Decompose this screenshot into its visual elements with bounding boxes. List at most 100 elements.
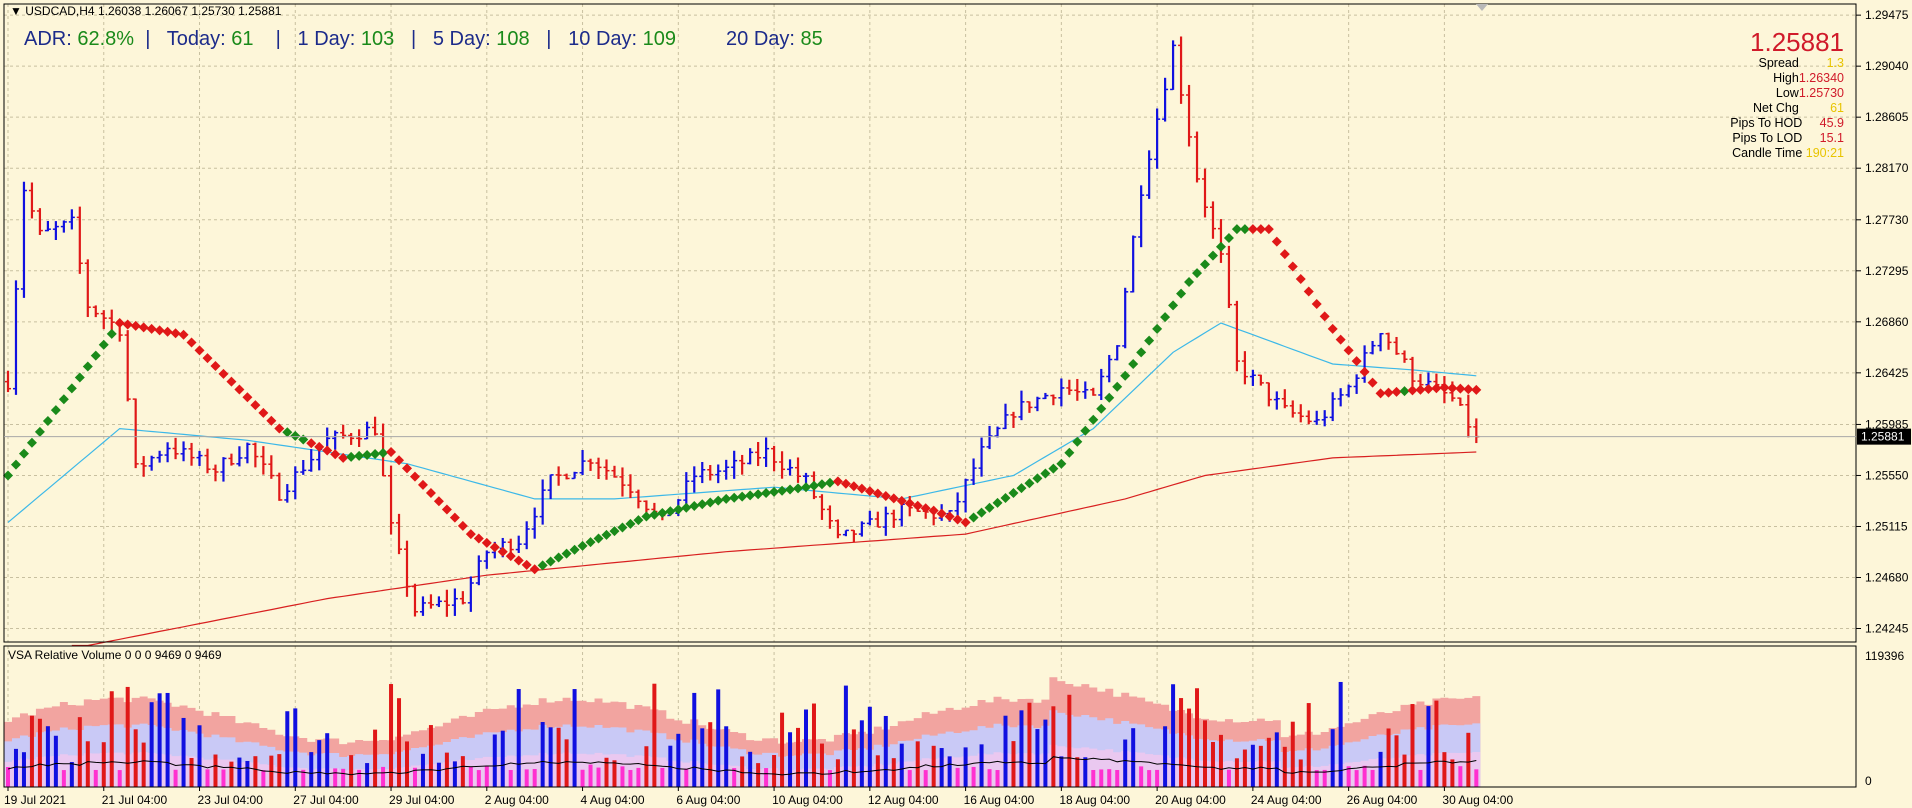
price-bar — [196, 450, 203, 466]
info-panel: 1.25881 Spread 1.3 High1.26340 Low1.2573… — [1730, 28, 1844, 161]
volume-bar — [891, 758, 896, 787]
price-bar — [515, 535, 522, 553]
price-bar — [962, 478, 969, 513]
volume-bar — [1091, 769, 1096, 787]
volume-bar — [1322, 769, 1327, 787]
trend-diamond — [1192, 268, 1203, 279]
volume-bar — [867, 706, 872, 787]
price-bar — [1385, 332, 1392, 350]
slow-moving-average — [71, 451, 1477, 647]
trend-diamond — [258, 407, 269, 418]
trend-diamond — [1359, 366, 1370, 377]
volume-bar — [53, 735, 58, 787]
trend-diamond — [202, 353, 213, 364]
trend-diamond — [1072, 436, 1083, 447]
volume-bar — [69, 762, 74, 787]
trend-diamond — [1343, 345, 1354, 356]
volume-bar — [987, 769, 992, 787]
volume-bar — [1362, 765, 1367, 787]
price-bar — [356, 429, 363, 447]
volume-bar — [1354, 770, 1359, 787]
price-bar — [236, 446, 243, 467]
price-bar — [1473, 418, 1480, 444]
volume-bar — [676, 733, 681, 787]
volume-panel-title: VSA Relative Volume 0 0 0 9469 0 9469 — [8, 648, 222, 662]
price-bar — [388, 465, 395, 535]
price-bar — [44, 220, 51, 232]
trend-diamond — [146, 323, 157, 334]
x-tick-label: 21 Jul 04:00 — [102, 793, 168, 807]
volume-bar — [851, 729, 856, 787]
trend-diamond — [314, 441, 325, 452]
volume-bar — [1115, 769, 1120, 787]
volume-bar — [508, 769, 513, 787]
lod-row: Pips To LOD 15.1 — [1732, 131, 1844, 145]
price-bar — [1305, 410, 1312, 425]
price-bar — [1321, 410, 1328, 427]
volume-bar — [596, 767, 601, 787]
volume-bar — [221, 769, 226, 787]
trend-diamond — [218, 368, 229, 379]
price-bar — [643, 500, 650, 513]
y-tick-label: 1.26860 — [1865, 315, 1909, 329]
price-bar — [1289, 400, 1296, 418]
volume-bar — [301, 769, 306, 787]
volume-bar — [1218, 734, 1223, 787]
trend-diamond — [593, 533, 604, 544]
volume-bar — [141, 742, 146, 787]
price-bar — [372, 416, 379, 436]
trend-diamond — [513, 555, 524, 566]
price-bar — [427, 594, 434, 609]
ohlc-values: 1.26038 1.26067 1.25730 1.25881 — [97, 4, 282, 18]
trend-diamond — [306, 438, 317, 449]
trend-diamond — [801, 482, 811, 493]
price-bar — [396, 513, 403, 555]
x-tick-label: 24 Aug 04:00 — [1251, 793, 1322, 807]
trend-diamond — [210, 361, 221, 372]
hod-row: Pips To HOD 45.9 — [1730, 116, 1844, 130]
volume-bar — [947, 756, 952, 787]
trend-diamond — [90, 350, 101, 361]
volume-bar — [1107, 769, 1112, 787]
trend-diamond — [864, 486, 875, 497]
volume-bar — [859, 720, 864, 787]
price-bar — [1281, 389, 1288, 409]
volume-bar — [604, 757, 609, 787]
volume-bar — [636, 767, 641, 787]
trend-diamond — [106, 328, 117, 339]
trend-diamond — [1184, 276, 1195, 287]
price-bar — [978, 437, 985, 477]
price-bar — [252, 442, 259, 468]
volume-bar — [261, 770, 266, 787]
y-tick-label: 1.25985 — [1865, 417, 1909, 431]
price-bar — [316, 448, 323, 471]
trend-diamond — [394, 455, 405, 466]
volume-histogram — [4, 677, 1481, 787]
price-bar — [140, 456, 147, 477]
y-tick-label: 1.27730 — [1865, 213, 1909, 227]
volume-bar — [6, 767, 10, 787]
trend-diamond — [641, 511, 652, 522]
today-label: Today: — [166, 28, 226, 50]
price-bar — [124, 330, 131, 402]
price-bar — [1050, 394, 1057, 406]
volume-bar — [819, 743, 824, 787]
price-bar — [771, 445, 778, 472]
trend-diamond — [617, 522, 628, 533]
price-bar — [1353, 374, 1360, 394]
price-bar — [723, 459, 730, 480]
trend-diamond — [98, 339, 109, 350]
price-bar — [818, 494, 825, 520]
price-bar — [260, 446, 267, 475]
volume-bar — [1314, 770, 1319, 787]
volume-bar — [915, 741, 920, 787]
trend-diamond — [1455, 383, 1466, 394]
y-tick-label: 1.24680 — [1865, 570, 1909, 584]
price-bar — [404, 540, 410, 597]
volume-bar — [1394, 735, 1399, 787]
price-bar — [699, 461, 706, 484]
price-bar — [1361, 345, 1368, 383]
dropdown-triangle-icon[interactable]: ▼ — [10, 4, 22, 18]
trend-diamond — [1056, 458, 1067, 469]
